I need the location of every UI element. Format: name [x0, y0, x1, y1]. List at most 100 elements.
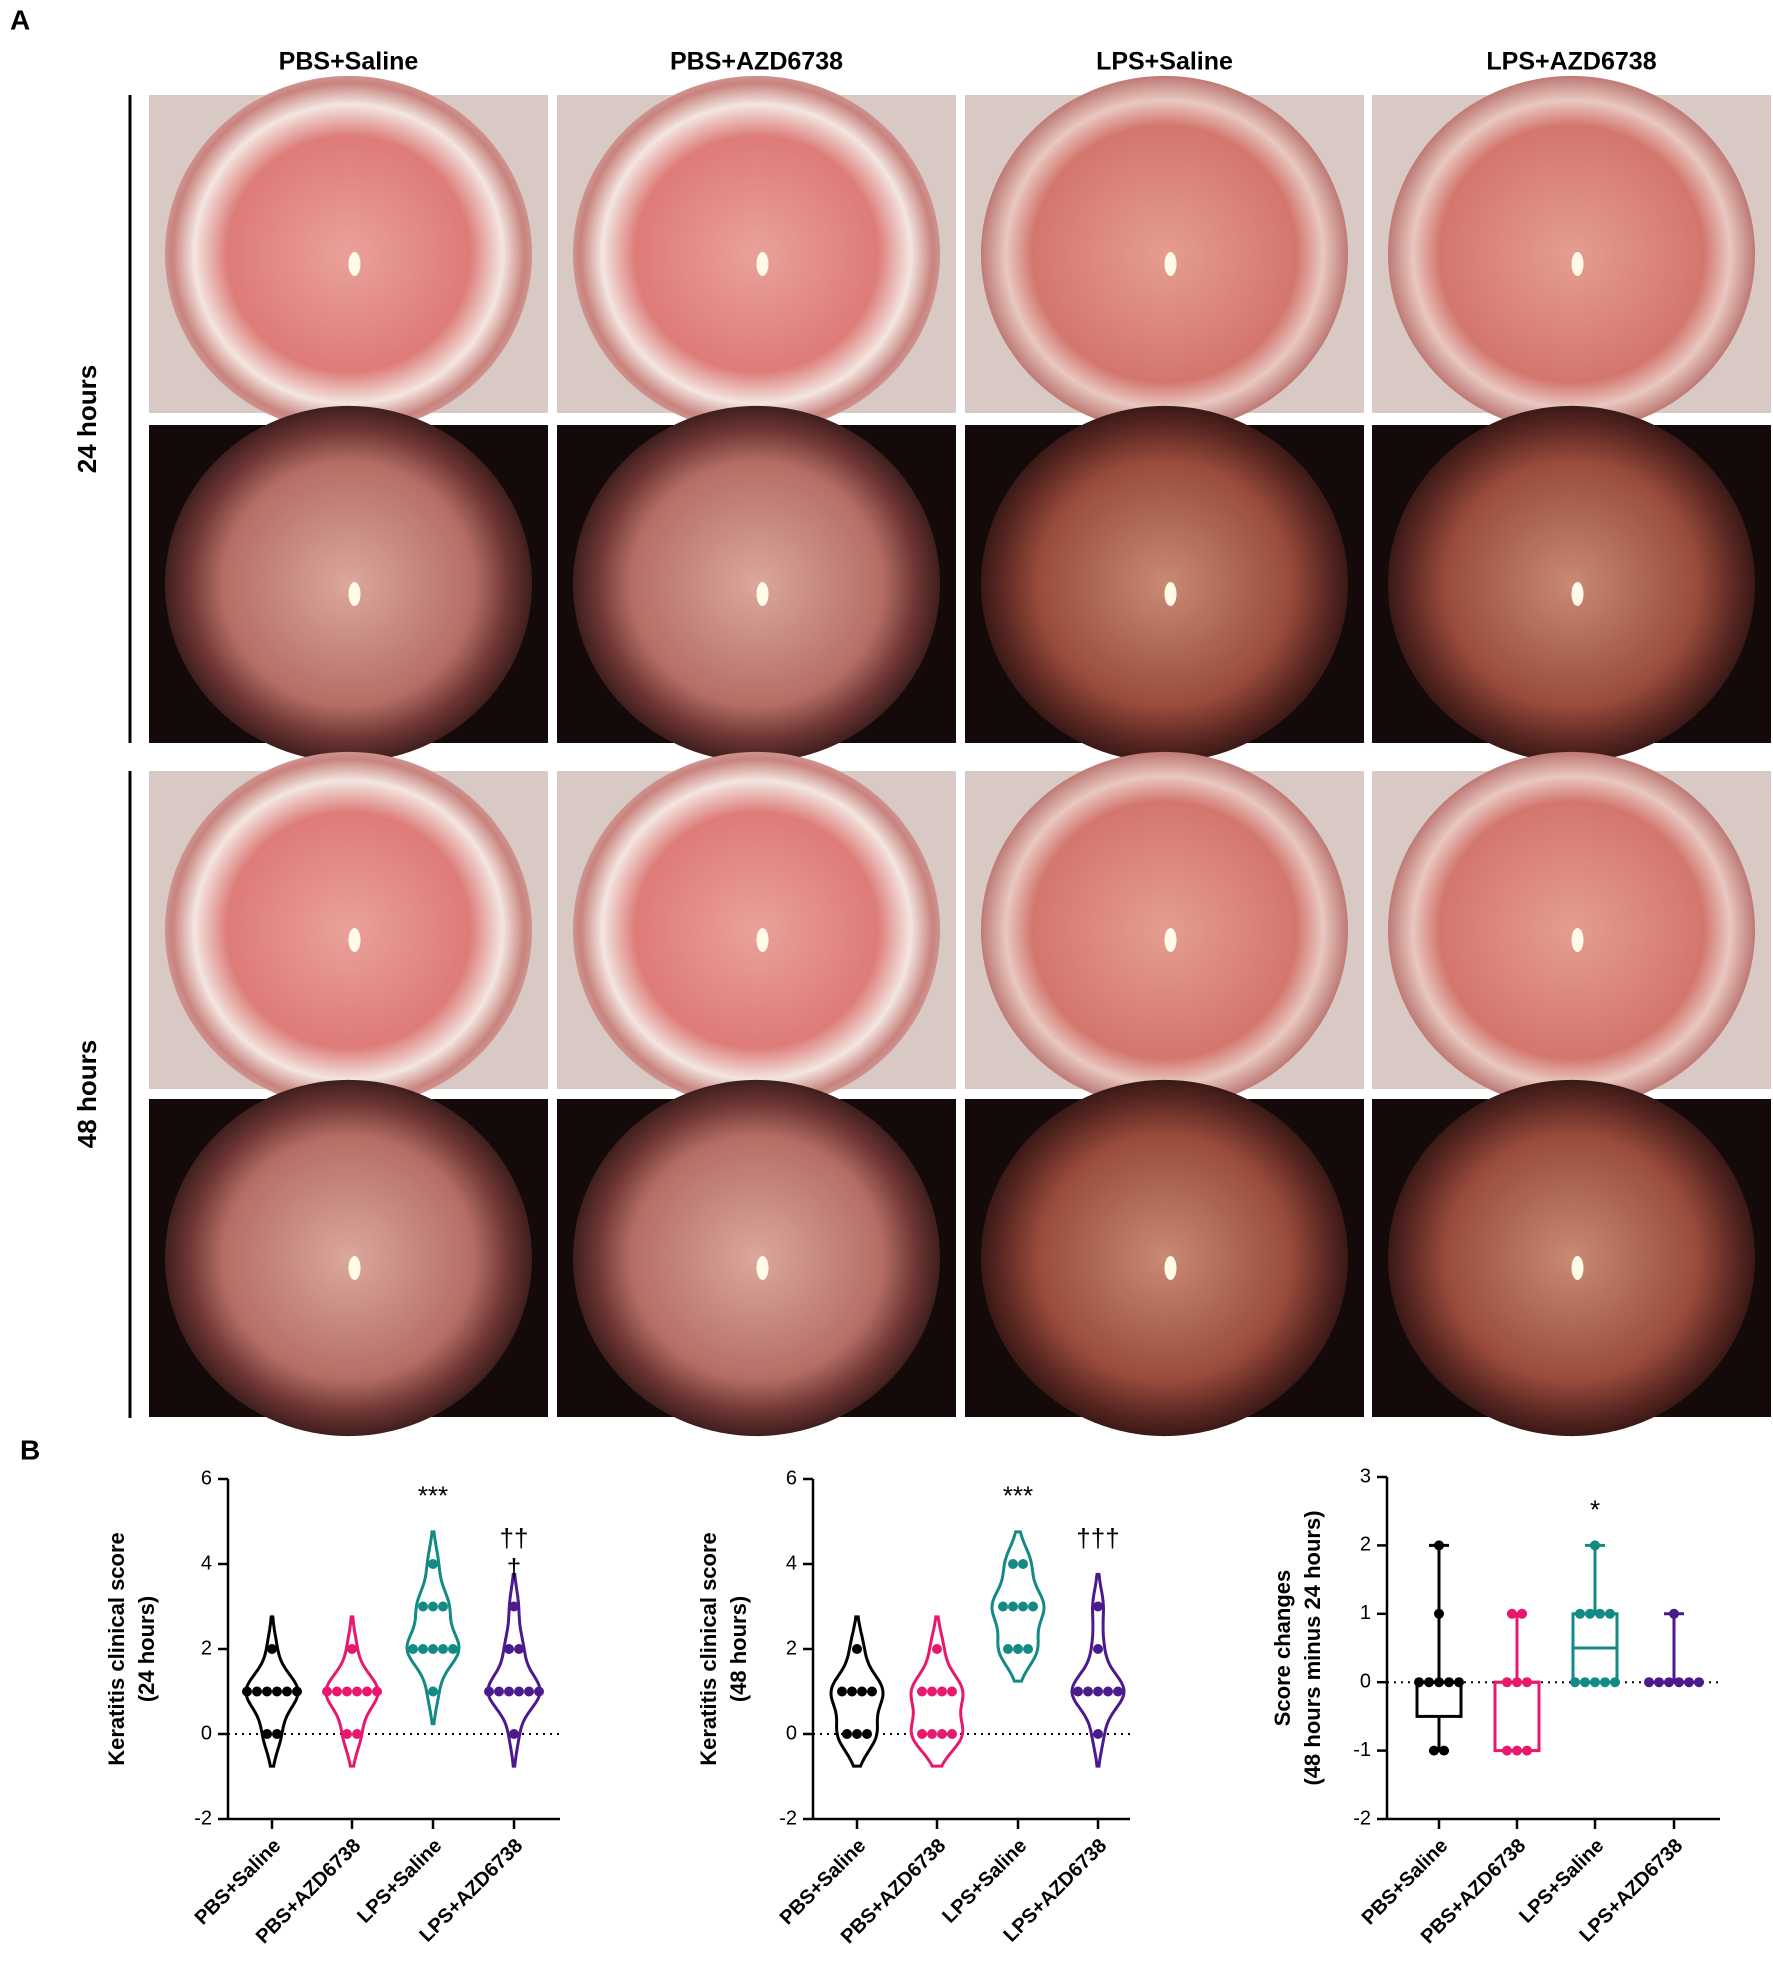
y-tick-label: 0 [1360, 1670, 1371, 1692]
data-point [842, 1729, 852, 1739]
data-point [292, 1686, 302, 1697]
data-point [852, 1644, 862, 1654]
data-point [1522, 1677, 1532, 1688]
y-axis-label: Keratitis clinical score [696, 1532, 721, 1766]
data-point [1512, 1677, 1522, 1688]
light-reflex [1571, 928, 1584, 952]
data-point [322, 1686, 332, 1697]
data-point [1018, 1601, 1028, 1612]
data-point [262, 1729, 272, 1739]
data-point [332, 1686, 342, 1697]
violin [486, 1572, 542, 1768]
y-axis-label: (48 hours) [726, 1596, 751, 1702]
data-point [1093, 1644, 1103, 1654]
data-point [1684, 1677, 1694, 1688]
data-point [1093, 1729, 1103, 1739]
data-point [1424, 1677, 1434, 1688]
data-point [1502, 1745, 1512, 1756]
y-tick-label: 2 [1360, 1534, 1371, 1556]
data-point [514, 1644, 524, 1654]
data-point [1512, 1745, 1522, 1756]
light-reflex [1164, 582, 1177, 606]
data-point [1502, 1677, 1512, 1688]
y-tick-label: 1 [1360, 1602, 1371, 1624]
eye-cornea [572, 751, 941, 1109]
data-point [418, 1601, 428, 1612]
data-point [1003, 1644, 1013, 1654]
data-point [1073, 1686, 1083, 1697]
y-tick-label: -2 [779, 1807, 797, 1829]
data-point [917, 1686, 927, 1697]
significance-label: *** [1003, 1481, 1033, 1511]
eye-cornea [164, 1079, 533, 1437]
data-point [272, 1729, 282, 1739]
light-reflex [756, 928, 769, 952]
violin [829, 1615, 885, 1768]
data-point [1674, 1677, 1684, 1688]
data-point [867, 1686, 877, 1697]
data-point [428, 1686, 438, 1697]
eye-cornea [164, 75, 533, 433]
data-point [1580, 1677, 1590, 1688]
light-reflex [1164, 928, 1177, 952]
data-point [282, 1686, 292, 1697]
data-point [857, 1686, 867, 1697]
data-point [272, 1686, 282, 1697]
data-point [1454, 1677, 1464, 1688]
y-tick-label: 2 [786, 1637, 797, 1659]
violin [1070, 1572, 1126, 1768]
data-point [1434, 1608, 1444, 1619]
data-point [917, 1729, 927, 1739]
y-axis-label: (24 hours) [134, 1596, 159, 1702]
data-point [947, 1686, 957, 1697]
data-point [1013, 1644, 1023, 1654]
y-tick-label: 2 [201, 1637, 212, 1659]
data-point [847, 1686, 857, 1697]
y-tick-label: 4 [201, 1552, 212, 1574]
light-reflex [1164, 252, 1177, 276]
eye-cornea [164, 751, 533, 1109]
data-point [1093, 1601, 1103, 1612]
data-point [1605, 1608, 1615, 1619]
data-point [937, 1686, 947, 1697]
data-point [408, 1644, 418, 1654]
data-point [1434, 1540, 1444, 1551]
data-point [862, 1729, 872, 1739]
y-axis-label: (48 hours minus 24 hours) [1300, 1510, 1325, 1785]
violin [324, 1615, 380, 1768]
data-point [1595, 1608, 1605, 1619]
significance-label: †† [500, 1523, 529, 1553]
data-point [1414, 1677, 1424, 1688]
data-point [267, 1644, 277, 1654]
data-point [504, 1644, 514, 1654]
y-tick-label: -1 [1353, 1739, 1371, 1761]
y-axis-label: Score changes [1270, 1570, 1295, 1727]
eye-cornea [1387, 1079, 1756, 1437]
data-point [1023, 1644, 1033, 1654]
data-point [1570, 1677, 1580, 1688]
data-point [1585, 1608, 1595, 1619]
data-point [524, 1686, 534, 1697]
data-point [1434, 1677, 1444, 1688]
data-point [1008, 1601, 1018, 1612]
data-point [1018, 1559, 1028, 1569]
box [1415, 1680, 1463, 1718]
data-point [438, 1644, 448, 1654]
eye-cornea [572, 1079, 941, 1437]
data-point [509, 1729, 519, 1739]
data-point [372, 1686, 382, 1697]
light-reflex [348, 252, 361, 276]
eye-cornea [980, 75, 1349, 433]
data-point [1103, 1686, 1113, 1697]
panel-label: A [10, 4, 30, 35]
data-point [428, 1644, 438, 1654]
data-point [448, 1644, 458, 1654]
data-point [932, 1644, 942, 1654]
violin [990, 1530, 1046, 1683]
column-header: LPS+Saline [1096, 48, 1233, 76]
data-point [927, 1686, 937, 1697]
data-point [1083, 1686, 1093, 1697]
data-point [504, 1686, 514, 1697]
data-point [352, 1729, 362, 1739]
data-point [428, 1601, 438, 1612]
